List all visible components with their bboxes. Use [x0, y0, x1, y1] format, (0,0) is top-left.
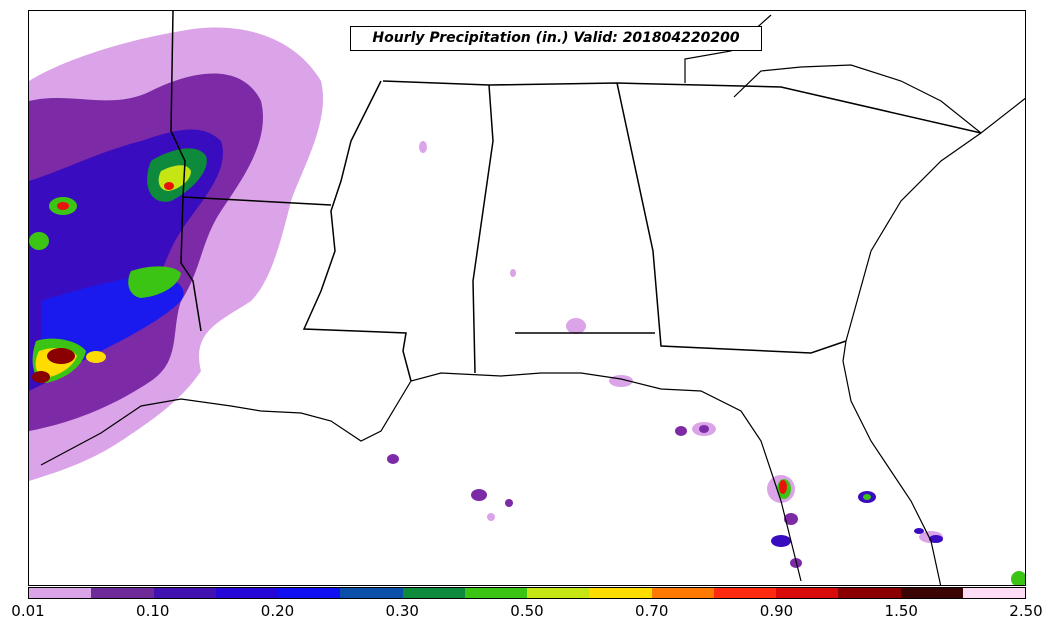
- colorbar-swatch: [402, 588, 465, 598]
- precip-extreme-cell-2: [32, 371, 50, 383]
- precip-max-cell: [164, 182, 174, 190]
- precip-western-band: [29, 27, 324, 481]
- colorbar-tick-label: 0.30: [385, 602, 419, 620]
- colorbar-swatch: [340, 588, 403, 598]
- colorbar-swatch: [464, 588, 527, 598]
- precip-band-blue: [41, 275, 184, 367]
- colorbar-tick-labels: 0.01 0.10 0.20 0.30 0.50 0.70 0.90 1.50 2.50: [0, 602, 1054, 626]
- map-canvas: [29, 11, 1025, 585]
- colorbar-tick-label: 0.90: [759, 602, 794, 620]
- colorbar-swatch: [713, 588, 776, 598]
- colorbar-swatch: [838, 588, 901, 598]
- colorbar-swatch: [776, 588, 839, 598]
- colorbar-tick-label: 2.50: [1009, 602, 1043, 620]
- colorbar-swatch: [215, 588, 278, 598]
- colorbar-tick-label: 1.50: [884, 602, 918, 620]
- precip-cell-yellow: [86, 351, 106, 363]
- precip-band-green-2: [128, 266, 181, 298]
- colorbar-swatch: [900, 588, 963, 598]
- precip-scattered-cells: [387, 141, 1025, 585]
- colorbar-swatch: [29, 588, 92, 598]
- colorbar-swatch: [153, 588, 216, 598]
- state-boundaries: [170, 11, 982, 382]
- precipitation-map: Hourly Precipitation (in.) Valid: 201804…: [28, 10, 1026, 586]
- precip-cell-edge: [29, 232, 49, 250]
- colorbar-tick-label: 0.70: [635, 602, 669, 620]
- colorbar-tick-label: 0.20: [260, 602, 295, 620]
- precip-extreme-cell: [47, 348, 75, 364]
- precip-colorbar: [28, 587, 1026, 599]
- colorbar-tick-label: 0.01: [11, 602, 45, 620]
- colorbar-swatch: [278, 588, 341, 598]
- precip-cell-red: [57, 202, 69, 210]
- colorbar-swatch: [527, 588, 590, 598]
- colorbar-swatch: [962, 588, 1025, 598]
- colorbar-swatch: [651, 588, 714, 598]
- colorbar-tick-label: 0.10: [136, 602, 170, 620]
- colorbar-tick-label: 0.50: [510, 602, 544, 620]
- colorbar-swatch: [91, 588, 154, 598]
- map-title: Hourly Precipitation (in.) Valid: 201804…: [350, 26, 762, 51]
- colorbar-swatch: [589, 588, 652, 598]
